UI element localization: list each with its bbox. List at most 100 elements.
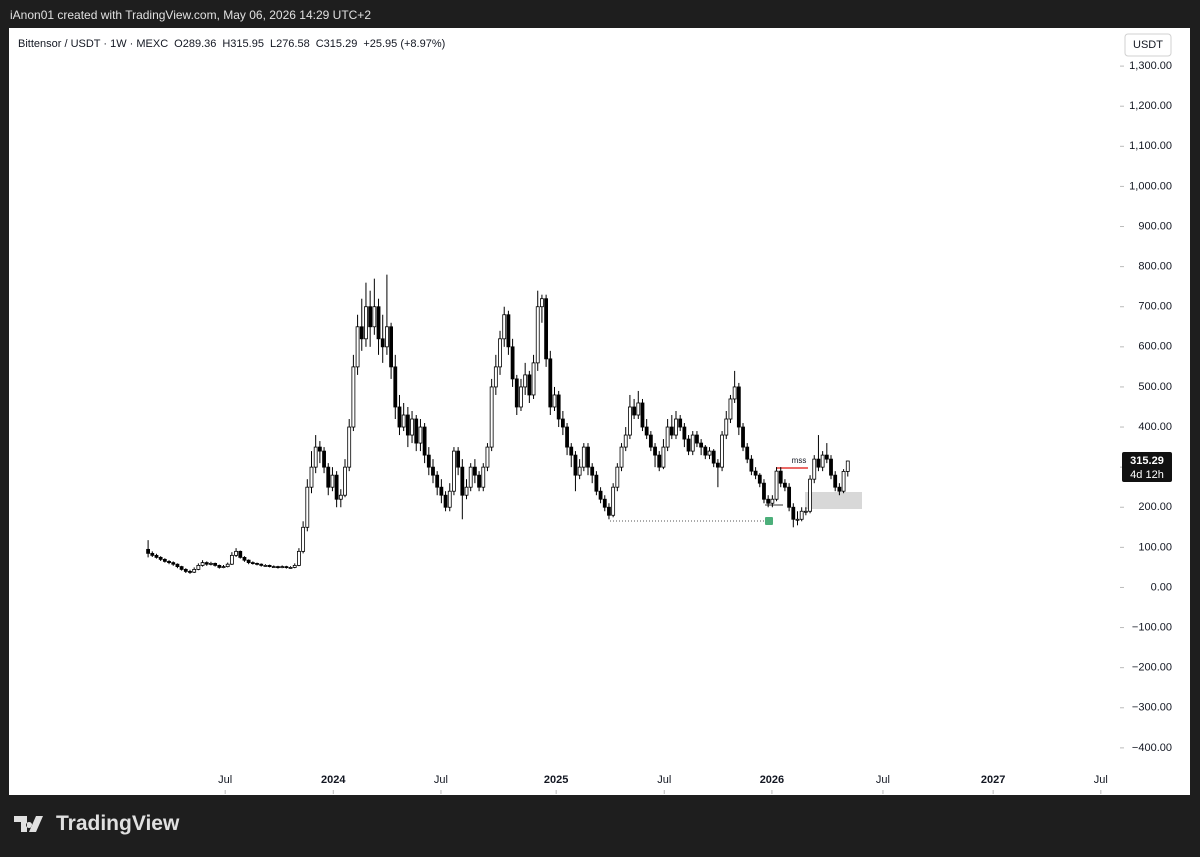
candle-body (749, 458, 754, 472)
candle-body (795, 518, 800, 521)
countdown: 4d 12h (1130, 469, 1164, 481)
candle-body (213, 562, 218, 566)
candle-body (481, 466, 486, 488)
brand-name: TradingView (56, 812, 180, 835)
candle-body (351, 366, 356, 428)
candle-body (669, 426, 674, 436)
candle-body (435, 474, 440, 488)
candle-body (229, 554, 234, 565)
candle-body (468, 466, 473, 488)
candle-body (783, 482, 787, 488)
y-tick-label: 400.00 (1138, 421, 1172, 433)
candle-body (414, 418, 419, 444)
candle-body (607, 506, 611, 516)
candle-body (364, 306, 368, 340)
candle-body (762, 482, 766, 500)
candle-body (661, 446, 666, 468)
candle-body (824, 454, 829, 460)
legend-low-label: L276.58 (270, 38, 310, 50)
candle-body (179, 566, 184, 570)
y-tick-label: −200.00 (1132, 662, 1172, 674)
candle-body (250, 562, 255, 564)
y-tick-label: 1,100.00 (1129, 140, 1172, 152)
y-tick-label: 1,000.00 (1129, 180, 1172, 192)
candle-body (728, 398, 733, 420)
candle-body (690, 434, 695, 452)
x-tick-label: 2027 (981, 774, 1005, 786)
candle-body (556, 394, 561, 420)
candle-body (146, 548, 150, 554)
candle-body (322, 450, 326, 468)
candle-body (678, 418, 683, 428)
y-tick-label: 100.00 (1138, 541, 1172, 553)
candle-body (686, 438, 691, 452)
candle-body (292, 565, 297, 568)
candle-body (389, 326, 393, 368)
candle-body (267, 565, 272, 568)
candle-body (498, 338, 502, 368)
legend-header: Bittensor / USDT · 1W · MEXC O289.36 H315.… (18, 38, 445, 50)
candle-body (447, 490, 452, 508)
candle-body (477, 474, 481, 488)
candle-body (778, 470, 783, 484)
candle-body (757, 474, 762, 484)
candle-body (456, 450, 461, 468)
legend-high-label: H315.95 (222, 38, 264, 50)
candle-body (657, 454, 662, 468)
candle-body (372, 306, 377, 328)
candle-body (833, 474, 838, 488)
candle-body (200, 562, 205, 566)
candle-body (552, 394, 557, 408)
candle-body (343, 466, 347, 496)
candle-body (317, 446, 322, 452)
candle-body (724, 418, 729, 436)
candle-body (192, 569, 197, 573)
candle-body (397, 406, 402, 428)
x-tick-label: Jul (657, 774, 671, 786)
candle-body (808, 478, 812, 512)
price-tag (1122, 452, 1172, 483)
candle-body (431, 466, 435, 476)
candle-body (548, 358, 553, 408)
candle-body (753, 470, 758, 476)
mss-label: mss (792, 456, 807, 465)
candle-body (715, 462, 720, 468)
price-tag-label: 315.29 (1130, 455, 1164, 467)
candle-body (326, 466, 331, 488)
candle-body (665, 426, 670, 448)
candle-body (472, 466, 477, 476)
candle-body (255, 562, 259, 565)
candle-body (506, 314, 511, 348)
y-tick-label: 600.00 (1138, 341, 1172, 353)
candle-body (301, 526, 306, 552)
candle-body (280, 566, 285, 569)
candle-body (263, 565, 268, 567)
candle-body (380, 338, 385, 348)
candle-body (619, 446, 624, 468)
candle-body (355, 326, 360, 368)
candle-body (812, 458, 817, 480)
candle-body (385, 326, 389, 348)
candle-body (359, 326, 364, 340)
candle-body (183, 569, 188, 572)
candle-body (234, 550, 238, 556)
candle-body (426, 454, 431, 468)
candle-body (154, 554, 159, 558)
candle-body (628, 406, 632, 436)
candle-body (653, 446, 657, 456)
candle-body (829, 458, 833, 476)
candle-body (209, 562, 213, 565)
candle-body (845, 460, 850, 472)
candle-body (221, 566, 226, 569)
y-tick-label: 0.00 (1151, 581, 1172, 593)
candle-body (586, 446, 590, 468)
chart-area (9, 28, 1190, 795)
candle-body (297, 550, 301, 566)
candle-body (162, 558, 167, 562)
candle-body (489, 386, 494, 448)
candle-body (204, 562, 209, 565)
candle-body (695, 434, 699, 444)
y-tick-label: 200.00 (1138, 501, 1172, 513)
candle-body (376, 306, 381, 340)
